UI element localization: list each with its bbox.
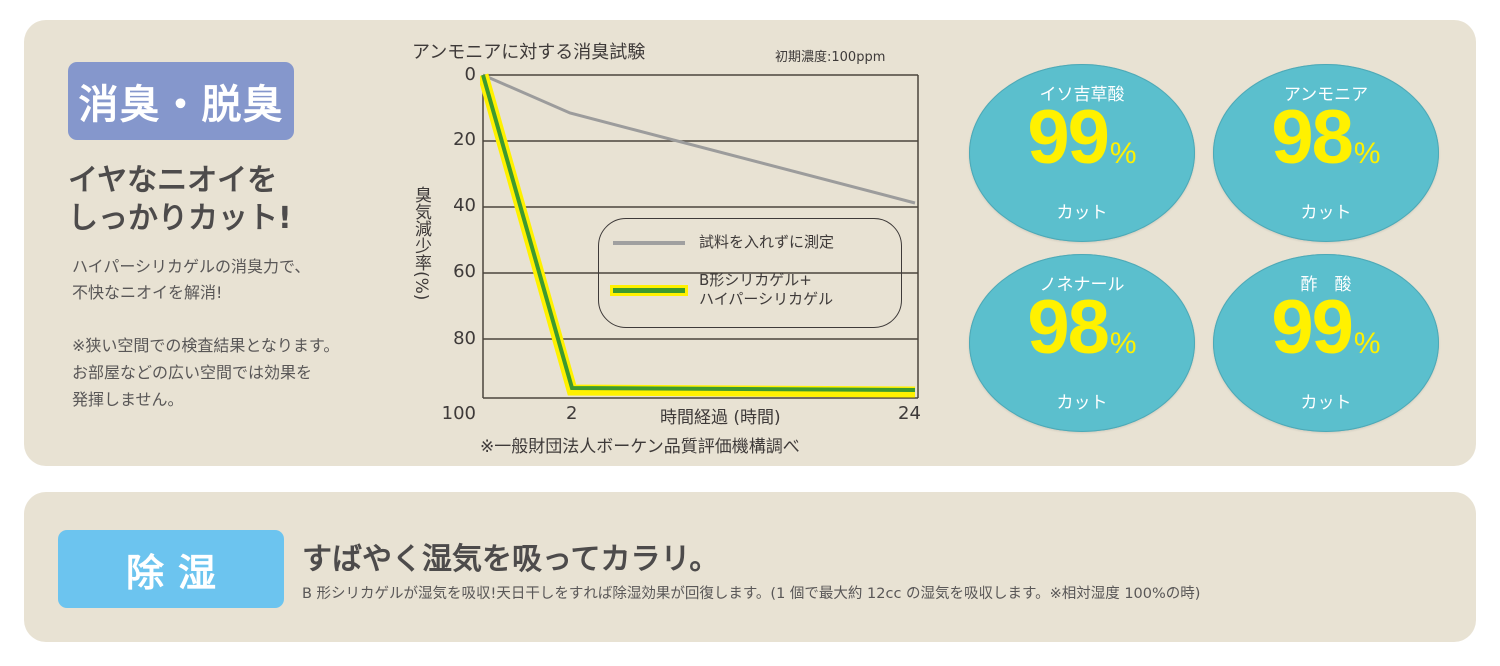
legend-label-control: 試料を入れずに測定 xyxy=(699,233,835,251)
dehumidify-description: B 形シリカゲルが湿気を吸収!天日干しをすれば除湿効果が回復します。(1 個で最… xyxy=(302,586,1201,602)
bubble-number: 98 xyxy=(1271,95,1354,180)
bubble-number: 99 xyxy=(1027,95,1110,180)
deodorize-headline: イヤなニオイを しっかりカット! xyxy=(68,162,292,238)
chart-subtitle: 初期濃度:100ppm xyxy=(775,50,886,65)
bubble-value: 99% xyxy=(969,94,1195,181)
chart-source-note: ※一般財団法人ボーケン品質評価機構調べ xyxy=(480,437,800,457)
bubble-isovaleric-acid: イソ吉草酸 99% カット xyxy=(969,64,1195,242)
y-tick-0: 0 xyxy=(464,64,476,85)
series-product-line xyxy=(481,74,916,392)
dehumidify-headline: すばやく湿気を吸ってカラリ。 xyxy=(302,542,720,577)
bubble-cut-label: カット xyxy=(1056,203,1108,223)
description-line-2: 不快なニオイを解消! xyxy=(72,283,223,302)
legend-swatch-green xyxy=(613,287,685,293)
bubble-name: 酢 酸 xyxy=(1300,275,1352,295)
y-tick-40: 40 xyxy=(453,195,476,216)
bubble-unit: % xyxy=(1109,327,1137,360)
note-line-2: お部屋などの広い空間では効果を xyxy=(72,363,313,382)
series-control-line xyxy=(482,73,916,205)
chart-legend: 試料を入れずに測定 B形シリカゲル+ ハイパーシリカゲル xyxy=(598,218,902,328)
x-tick-24: 24 xyxy=(898,403,921,424)
bubble-value: 98% xyxy=(1213,94,1439,181)
legend-label-product-line-2: ハイパーシリカゲル xyxy=(699,290,834,308)
bubble-name: ノネナール xyxy=(1039,275,1125,295)
chart-plot xyxy=(480,73,919,399)
bubble-cut-label: カット xyxy=(1300,203,1352,223)
bubble-ammonia: アンモニア 98% カット xyxy=(1213,64,1439,242)
bubble-value: 99% xyxy=(1213,284,1439,371)
headline-line-2: しっかりカット! xyxy=(68,201,292,236)
headline-line-1: イヤなニオイを xyxy=(68,163,278,198)
y-tick-100: 100 xyxy=(441,403,476,424)
deodorize-badge: 消臭・脱臭 xyxy=(68,62,294,140)
chart-title: アンモニアに対する消臭試験 xyxy=(412,42,646,63)
y-tick-20: 20 xyxy=(453,129,476,150)
bubble-number: 99 xyxy=(1271,285,1354,370)
legend-item-control: 試料を入れずに測定 xyxy=(613,233,834,252)
bubble-name: アンモニア xyxy=(1283,85,1369,105)
legend-swatch-gray xyxy=(613,240,685,245)
bubble-name: イソ吉草酸 xyxy=(1039,85,1125,105)
bubble-cut-label: カット xyxy=(1056,393,1108,413)
legend-item-product: B形シリカゲル+ ハイパーシリカゲル xyxy=(613,271,833,309)
bubble-number: 98 xyxy=(1027,285,1110,370)
bubble-acetic-acid: 酢 酸 99% カット xyxy=(1213,254,1439,432)
bubble-cut-label: カット xyxy=(1300,393,1352,413)
deodorize-description: ハイパーシリカゲルの消臭力で、 不快なニオイを解消! xyxy=(72,254,310,306)
y-tick-80: 80 xyxy=(453,328,476,349)
deodorize-note: ※狭い空間での検査結果となります。 お部屋などの広い空間では効果を 発揮しません… xyxy=(72,332,339,413)
x-tick-2: 2 xyxy=(566,403,578,424)
bubble-unit: % xyxy=(1109,137,1137,170)
y-tick-60: 60 xyxy=(453,261,476,282)
legend-label-product: B形シリカゲル+ ハイパーシリカゲル xyxy=(699,271,833,309)
bubble-value: 98% xyxy=(969,284,1195,371)
bubble-nonenal: ノネナール 98% カット xyxy=(969,254,1195,432)
bubble-unit: % xyxy=(1353,327,1381,360)
y-axis-label: 臭気減少率(%) xyxy=(411,186,431,301)
x-axis-label: 時間経過 (時間) xyxy=(660,408,781,428)
bubble-unit: % xyxy=(1353,137,1381,170)
note-line-3: 発揮しません。 xyxy=(72,390,184,409)
dehumidify-badge: 除湿 xyxy=(58,530,284,608)
legend-label-product-line-1: B形シリカゲル+ xyxy=(699,271,812,289)
description-line-1: ハイパーシリカゲルの消臭力で、 xyxy=(72,257,311,276)
note-line-1: ※狭い空間での検査結果となります。 xyxy=(72,336,340,355)
